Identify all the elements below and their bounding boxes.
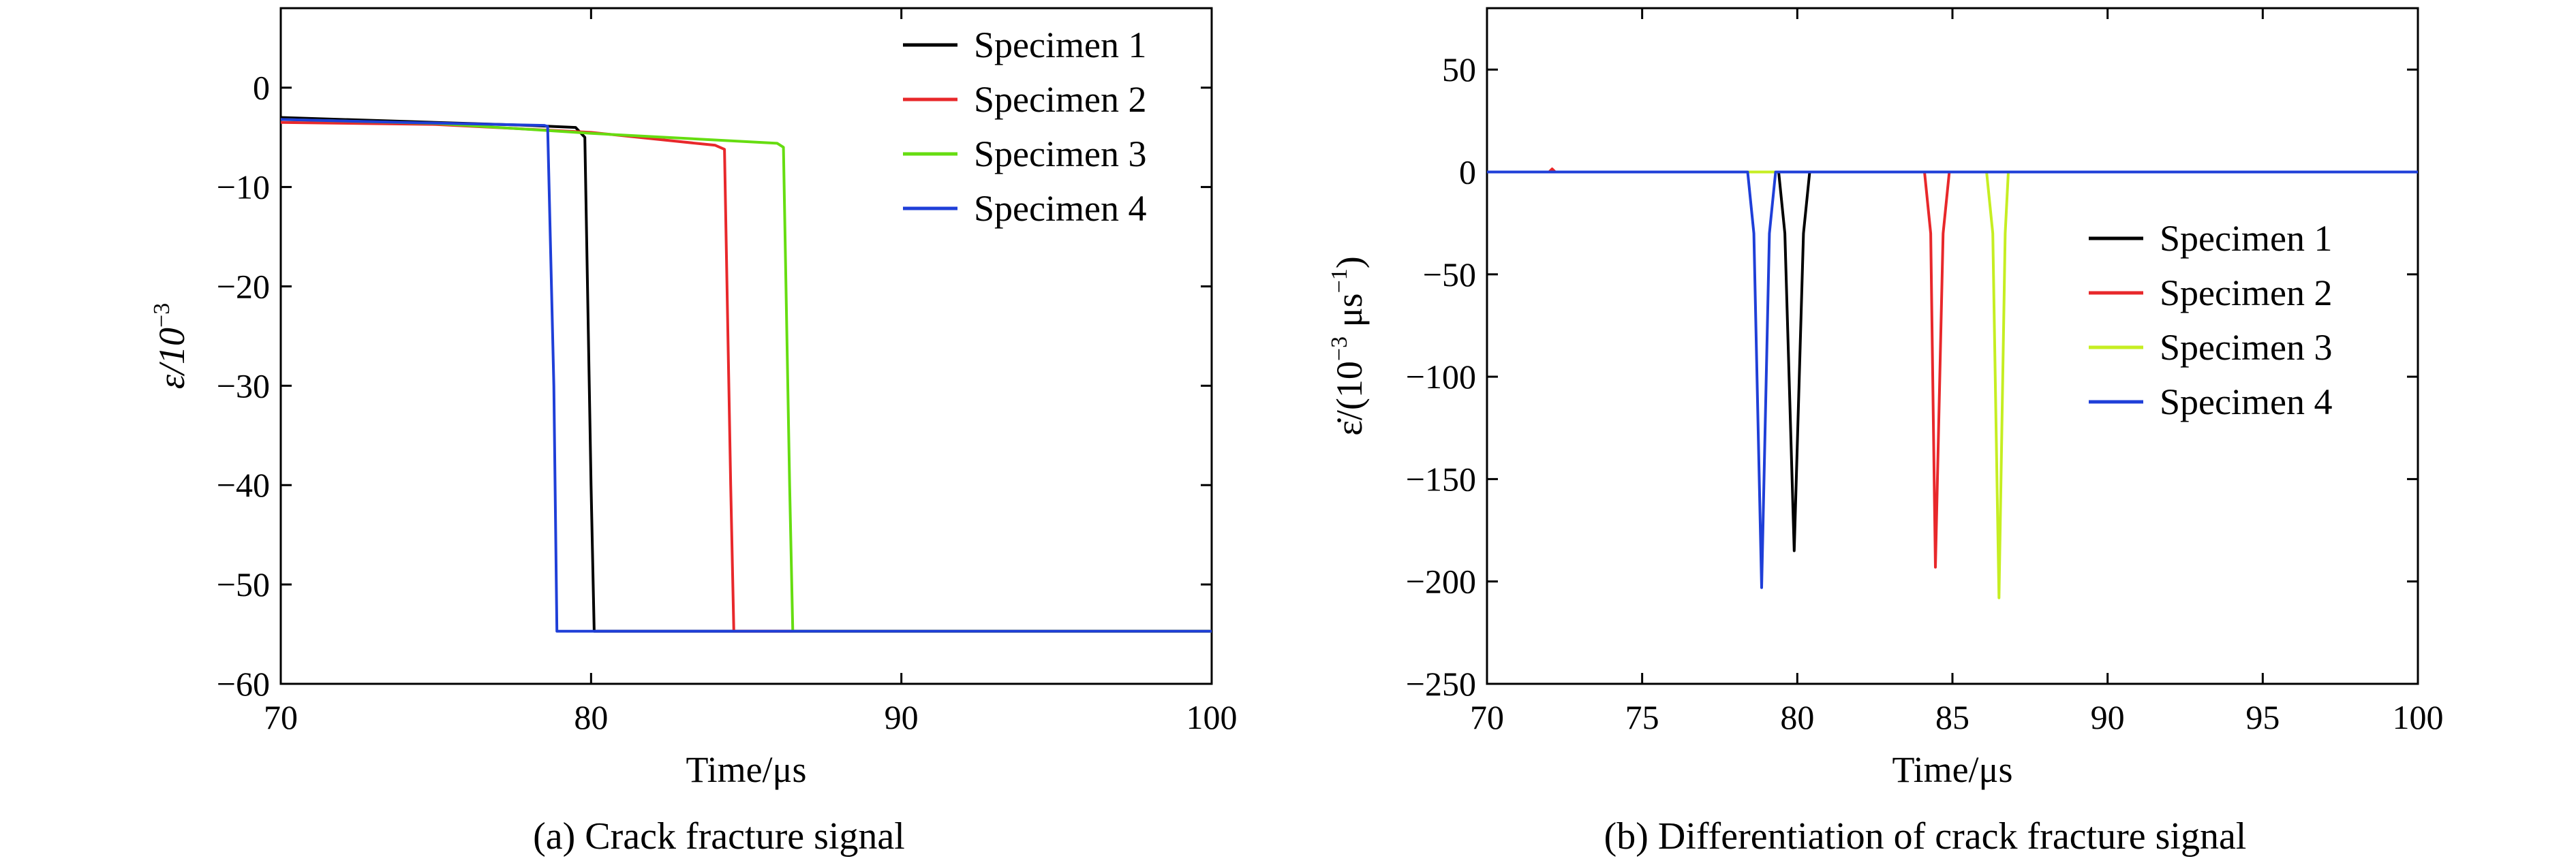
panel-a-series-line-4 <box>281 118 1212 633</box>
panel-b-y-tick-label: −150 <box>1406 460 1476 498</box>
panel-a-legend-label-2: Specimen 2 <box>974 79 1146 120</box>
panel-a-y-axis-title: ε/10−3 <box>149 303 192 389</box>
panel-b-x-axis-title: Time/μs <box>1892 749 2012 790</box>
panel-a-caption: (a) Crack fracture signal <box>533 815 905 858</box>
panel-b-caption: (b) Differentiation of crack fracture si… <box>1604 815 2247 858</box>
panel-a-y-axis-title-sup: −3 <box>149 303 174 328</box>
panel-b-y-tick-label: −50 <box>1423 255 1476 294</box>
panel-a-y-tick-label: −60 <box>217 665 270 703</box>
panel-a-frame <box>279 7 1213 685</box>
panel-a-series-group <box>281 116 1212 633</box>
panel-b-y-axis-title-mid: μs <box>1329 293 1370 336</box>
panel-a-x-tick-label: 100 <box>1186 698 1238 736</box>
panel-b-series-line-4 <box>1487 170 2418 589</box>
panel-b-y-tick-label: −200 <box>1406 563 1476 601</box>
panel-b-legend-label-2: Specimen 2 <box>2160 272 2332 313</box>
panel-b-x-tick-label: 85 <box>1935 698 1969 736</box>
panel-a-series-line-3 <box>281 118 1212 633</box>
panel-b-y-axis-title-sup: −3 <box>1327 336 1352 361</box>
panel-a-x-tick-label: 80 <box>574 698 608 736</box>
panel-a-plot-area: 70 80 90 100 0 −10 −20 −30 −40 −50 −60 <box>217 7 1238 736</box>
panel-a-legend-label-4: Specimen 4 <box>974 188 1146 229</box>
panel-b-series-group <box>1487 168 2418 599</box>
panel-a-x-tick-label: 90 <box>885 698 919 736</box>
panel-a-legend-label-3: Specimen 3 <box>974 133 1146 174</box>
panel-a-y-tick-label: 0 <box>253 69 270 107</box>
panel-a-y-tick-label: −10 <box>217 168 270 206</box>
panel-b-x-tick-label: 90 <box>2091 698 2125 736</box>
panel-b-y-axis-title: ε̇/(10−3 μs−1) <box>1327 256 1370 436</box>
panel-a-x-tick-label: 70 <box>264 698 298 736</box>
panel-b: 70 75 80 85 90 95 100 50 0 −50 −100 −150 −200 −250 Ti… <box>1327 7 2444 858</box>
panel-a: 70 80 90 100 0 −10 −20 −30 −40 −50 −60 Time/μs ε/1… <box>149 7 1238 858</box>
panel-b-x-tick-label: 70 <box>1470 698 1504 736</box>
panel-b-series-line-2 <box>1487 168 2418 569</box>
panel-b-legend: Specimen 1 Specimen 2 Specimen 3 Specimen 4 <box>2089 218 2332 422</box>
panel-b-legend-label-3: Specimen 3 <box>2160 327 2332 368</box>
panel-b-legend-label-4: Specimen 4 <box>2160 381 2332 422</box>
panel-a-y-tick-label: −40 <box>217 466 270 504</box>
panel-b-y-tick-label: 50 <box>1442 50 1476 89</box>
panel-b-y-axis-title-end: ) <box>1329 256 1370 268</box>
panel-b-y-axis-title-sup2: −1 <box>1327 268 1352 293</box>
panel-b-y-tick-label: 0 <box>1459 153 1476 191</box>
panel-b-x-tick-label: 75 <box>1625 698 1659 736</box>
panel-a-y-tick-label: −30 <box>217 366 270 405</box>
panel-b-x-tick-label: 95 <box>2245 698 2280 736</box>
panel-b-plot-area: 70 75 80 85 90 95 100 50 0 −50 −100 −150 −200 −250 <box>1406 7 2444 736</box>
panel-a-legend-label-1: Specimen 1 <box>974 25 1146 65</box>
panel-b-y-tick-label: −100 <box>1406 358 1476 396</box>
panel-a-y-axis-title-main: ε/10 <box>151 328 192 389</box>
panel-b-y-axis-title-main: ε̇/(10 <box>1329 361 1370 436</box>
panel-b-y-tick-label: −250 <box>1406 665 1476 703</box>
panel-b-x-tick-label: 80 <box>1780 698 1814 736</box>
panel-b-legend-label-1: Specimen 1 <box>2160 218 2332 259</box>
panel-b-x-tick-label: 100 <box>2393 698 2444 736</box>
panel-a-y-tick-label: −50 <box>217 565 270 603</box>
panel-a-y-tick-label: −20 <box>217 267 270 305</box>
panel-a-legend: Specimen 1 Specimen 2 Specimen 3 Specimen 4 <box>903 25 1146 229</box>
panel-a-x-axis-title: Time/μs <box>686 749 806 790</box>
